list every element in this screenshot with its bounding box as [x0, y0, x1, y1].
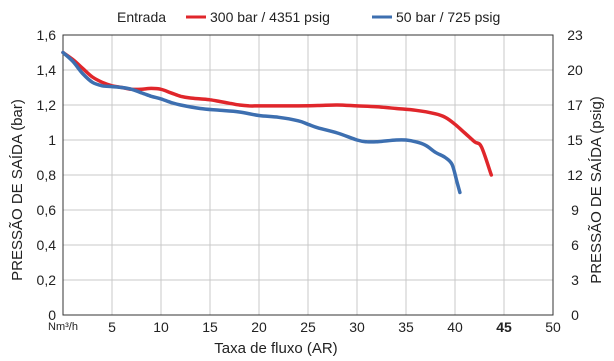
y-tick-label-right: 9 — [571, 202, 579, 218]
series-line-0 — [61, 50, 494, 177]
y-tick-label-right: 15 — [567, 132, 583, 148]
x-tick-label: 45 — [496, 319, 512, 335]
x-tick-label: 20 — [251, 319, 267, 335]
y-tick-label-left: 1,2 — [37, 97, 57, 113]
x-tick-label: 25 — [300, 319, 316, 335]
x-tick-label: 35 — [398, 319, 414, 335]
x-tick-label: 15 — [202, 319, 218, 335]
legend-label-300bar: 300 bar / 4351 psig — [210, 9, 330, 25]
series-line-1 — [61, 50, 462, 195]
tick-labels: 5 10 15 20 25 30 35 40 45 5000,20,40,60,811,21,41… — [37, 27, 583, 335]
x-tick-label: 50 — [545, 319, 561, 335]
series-layer — [61, 50, 494, 195]
y-tick-label-left: 1,4 — [37, 62, 57, 78]
x-tick-label: 5 — [108, 319, 116, 335]
y-tick-label-right: 17 — [567, 97, 583, 113]
y-axis-label-left: PRESSÃO DE SAÍDA (bar) — [9, 99, 26, 281]
legend-title: Entrada — [117, 9, 166, 25]
y-tick-label-right: 0 — [571, 307, 579, 323]
y-tick-label-left: 0,8 — [37, 167, 57, 183]
grid — [63, 35, 553, 315]
x-axis-label: Taxa de fluxo (AR) — [214, 340, 337, 357]
legend-label-50bar: 50 bar / 725 psig — [396, 9, 500, 25]
y-tick-label-left: 0,2 — [37, 272, 57, 288]
x-tick-label: 40 — [447, 319, 463, 335]
x-axis-unit-label: Nm³/h — [48, 321, 78, 333]
legend: Entrada 300 bar / 4351 psig 50 bar / 725… — [117, 9, 500, 25]
y-tick-label-left: 0,4 — [37, 237, 57, 253]
x-tick-label: 30 — [349, 319, 365, 335]
y-tick-label-left: 1 — [48, 132, 56, 148]
y-axis-label-right: PRESSÃO DE SAÍDA (psig) — [588, 96, 605, 284]
y-tick-label-right: 3 — [571, 272, 579, 288]
y-tick-label-left: 0 — [48, 307, 56, 323]
y-tick-label-right: 20 — [567, 62, 583, 78]
y-tick-label-left: 1,6 — [37, 27, 57, 43]
y-tick-label-right: 6 — [571, 237, 579, 253]
plot-frame — [62, 34, 554, 316]
y-tick-label-right: 12 — [567, 167, 583, 183]
x-tick-label: 10 — [153, 319, 169, 335]
y-tick-label-left: 0,6 — [37, 202, 57, 218]
y-tick-label-right: 23 — [567, 27, 583, 43]
